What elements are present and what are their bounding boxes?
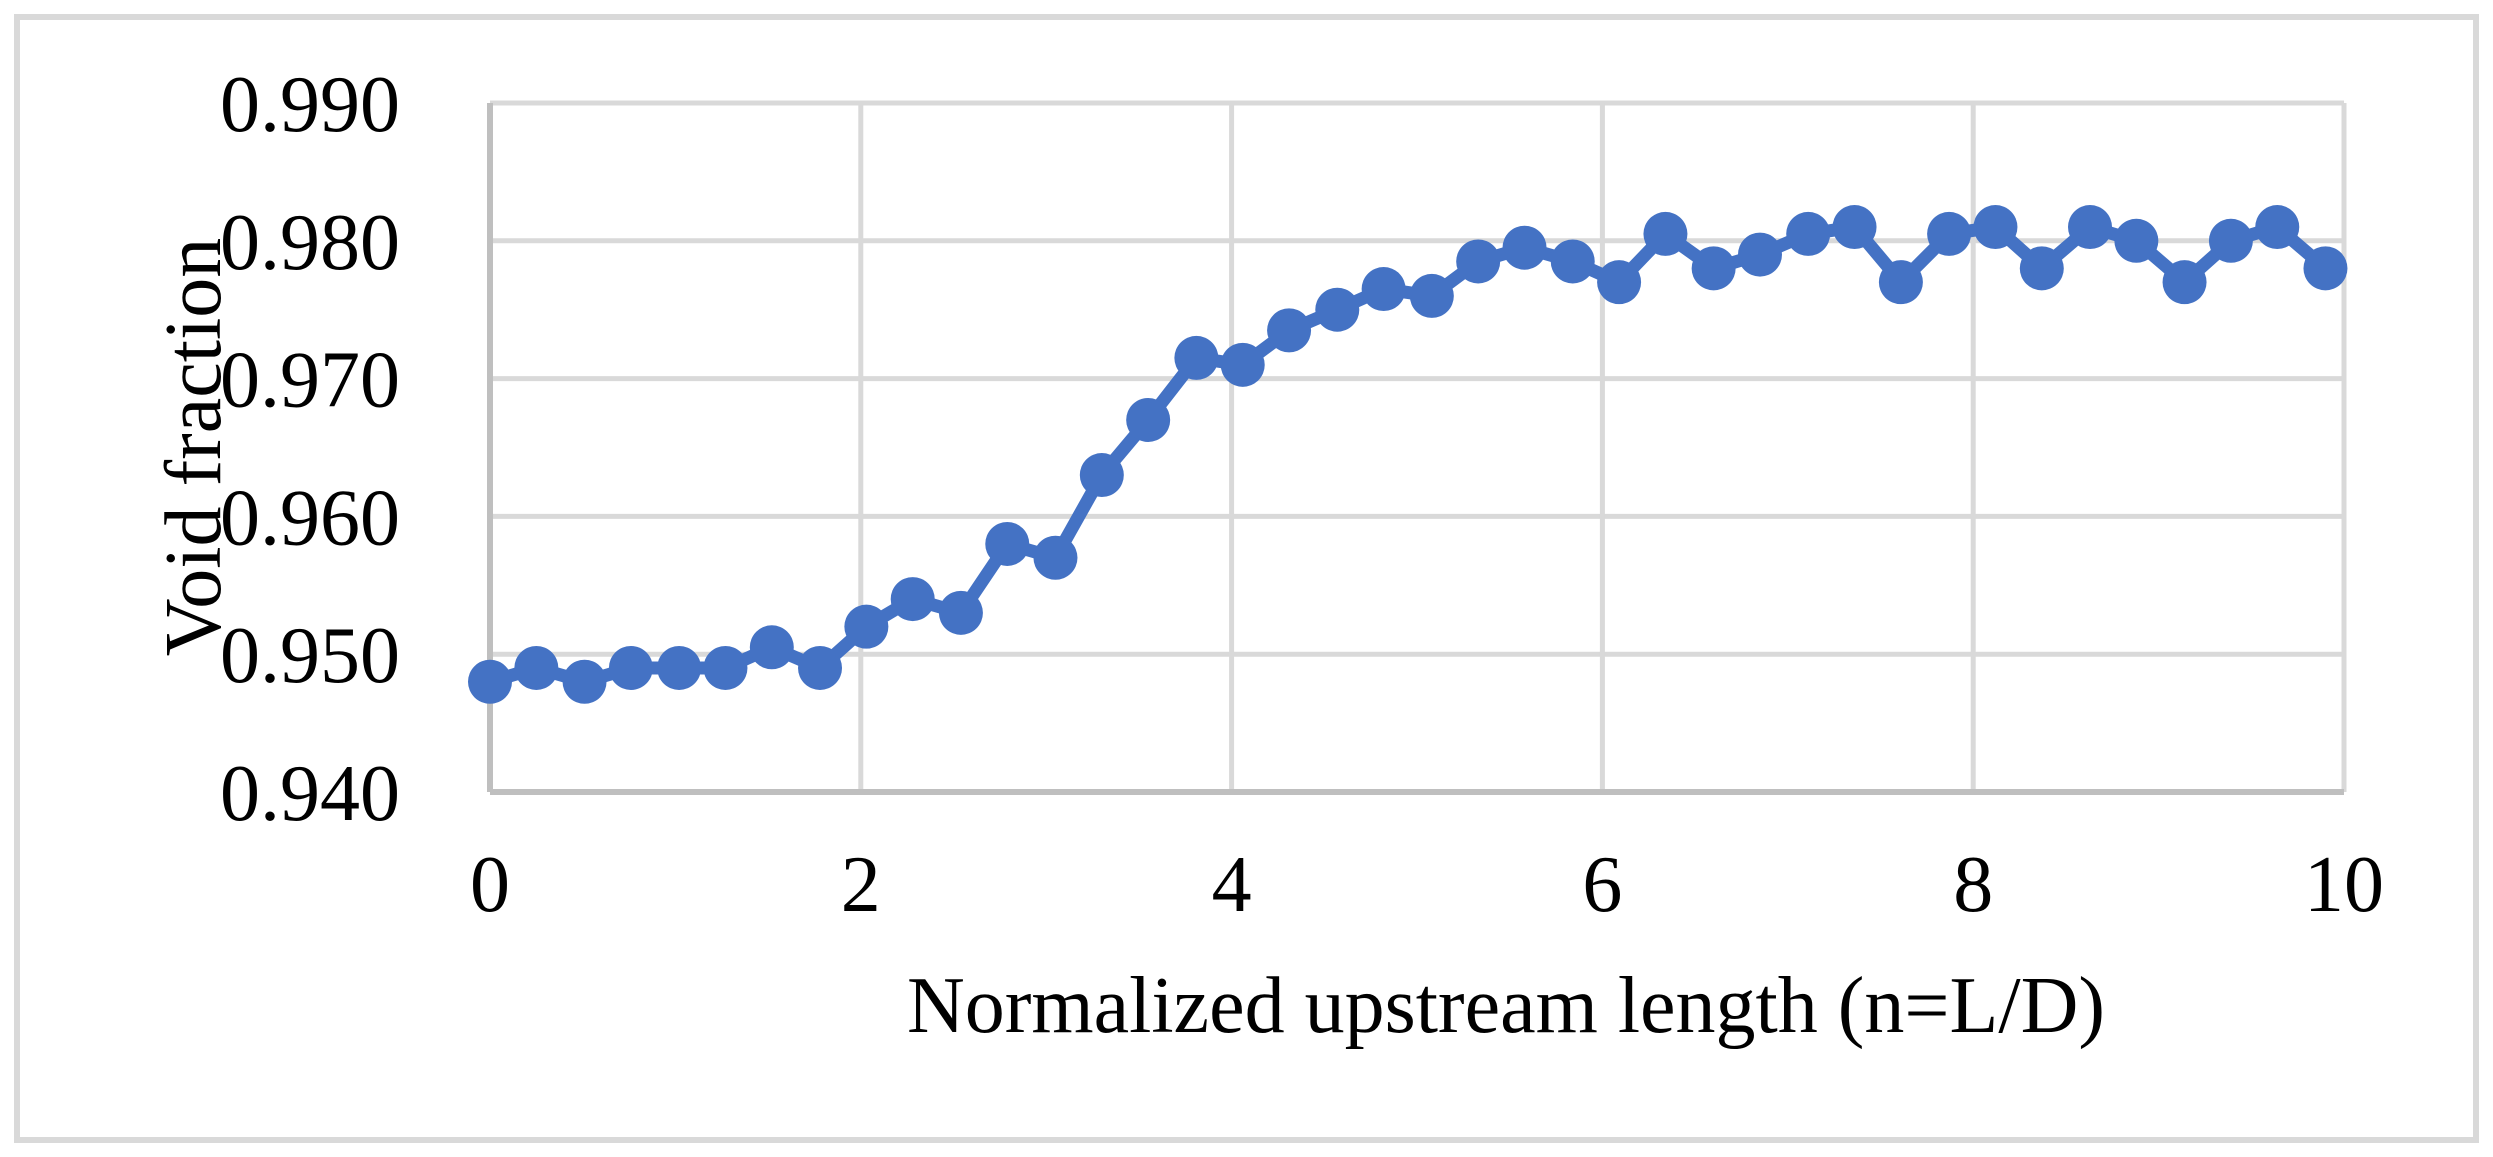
x-tick-label: 4 [1212,841,1252,929]
data-point-marker [1550,239,1595,284]
x-tick-label: 2 [841,841,881,929]
x-tick-label: 0 [470,841,510,929]
y-axis-title: Void fraction [150,238,238,656]
data-series [468,205,2348,704]
x-tick-label: 10 [2304,841,2384,929]
y-tick-label: 0.980 [220,199,400,287]
data-point-marker [2019,246,2064,291]
data-point-marker [1409,273,1454,318]
data-point-marker [1973,205,2018,250]
y-tick-label: 0.970 [220,337,400,425]
data-point-marker [468,659,512,704]
data-point-marker [1267,308,1312,353]
data-point-marker [1315,287,1360,332]
data-point-marker [798,645,843,690]
data-point-marker [1502,225,1547,270]
series-line [483,220,2332,689]
data-point-marker [2162,260,2207,305]
data-point-marker [2068,205,2113,250]
data-point-marker [1597,260,1642,305]
axis-lines [487,103,2344,795]
data-point-marker [938,590,983,635]
data-point-marker [1737,232,1782,277]
data-point-marker [1174,335,1219,380]
data-point-marker [1691,246,1736,291]
data-point-marker [1456,239,1501,284]
x-tick-label: 8 [1953,841,1993,929]
tick-labels: 0.990 0.980 0.970 0.960 0.950 0.940 0 2 4 6 8 10 [220,61,2384,929]
data-point-marker [1927,211,1972,256]
data-point-marker [1079,453,1124,498]
data-point-marker [703,645,748,690]
x-axis-title: Normalized upstream length (n=L/D) [907,962,2105,1050]
y-tick-label: 0.960 [220,474,400,562]
data-point-marker [985,521,1030,566]
data-point-marker [1786,211,1831,256]
y-tick-label: 0.990 [220,61,400,149]
y-tick-label: 0.950 [220,612,400,700]
gridlines [490,100,2347,792]
data-point-marker [514,645,559,690]
data-point-marker [2255,205,2300,250]
y-tick-label: 0.940 [220,750,400,838]
data-point-marker [1220,342,1265,387]
data-point-marker [608,645,653,690]
data-point-marker [890,577,935,622]
data-point-marker [2208,218,2253,263]
data-point-marker [562,659,607,704]
x-tick-label: 6 [1582,841,1622,929]
data-point-marker [1643,211,1688,256]
data-point-marker [2114,218,2159,263]
data-point-marker [1361,267,1406,312]
data-point-marker [2303,246,2348,291]
data-point-marker [1126,397,1171,442]
data-point-marker [1832,205,1877,250]
data-point-marker [1033,535,1078,580]
data-point-marker [844,604,889,649]
data-point-marker [749,625,794,670]
data-point-marker [1878,260,1923,305]
data-point-marker [657,645,702,690]
